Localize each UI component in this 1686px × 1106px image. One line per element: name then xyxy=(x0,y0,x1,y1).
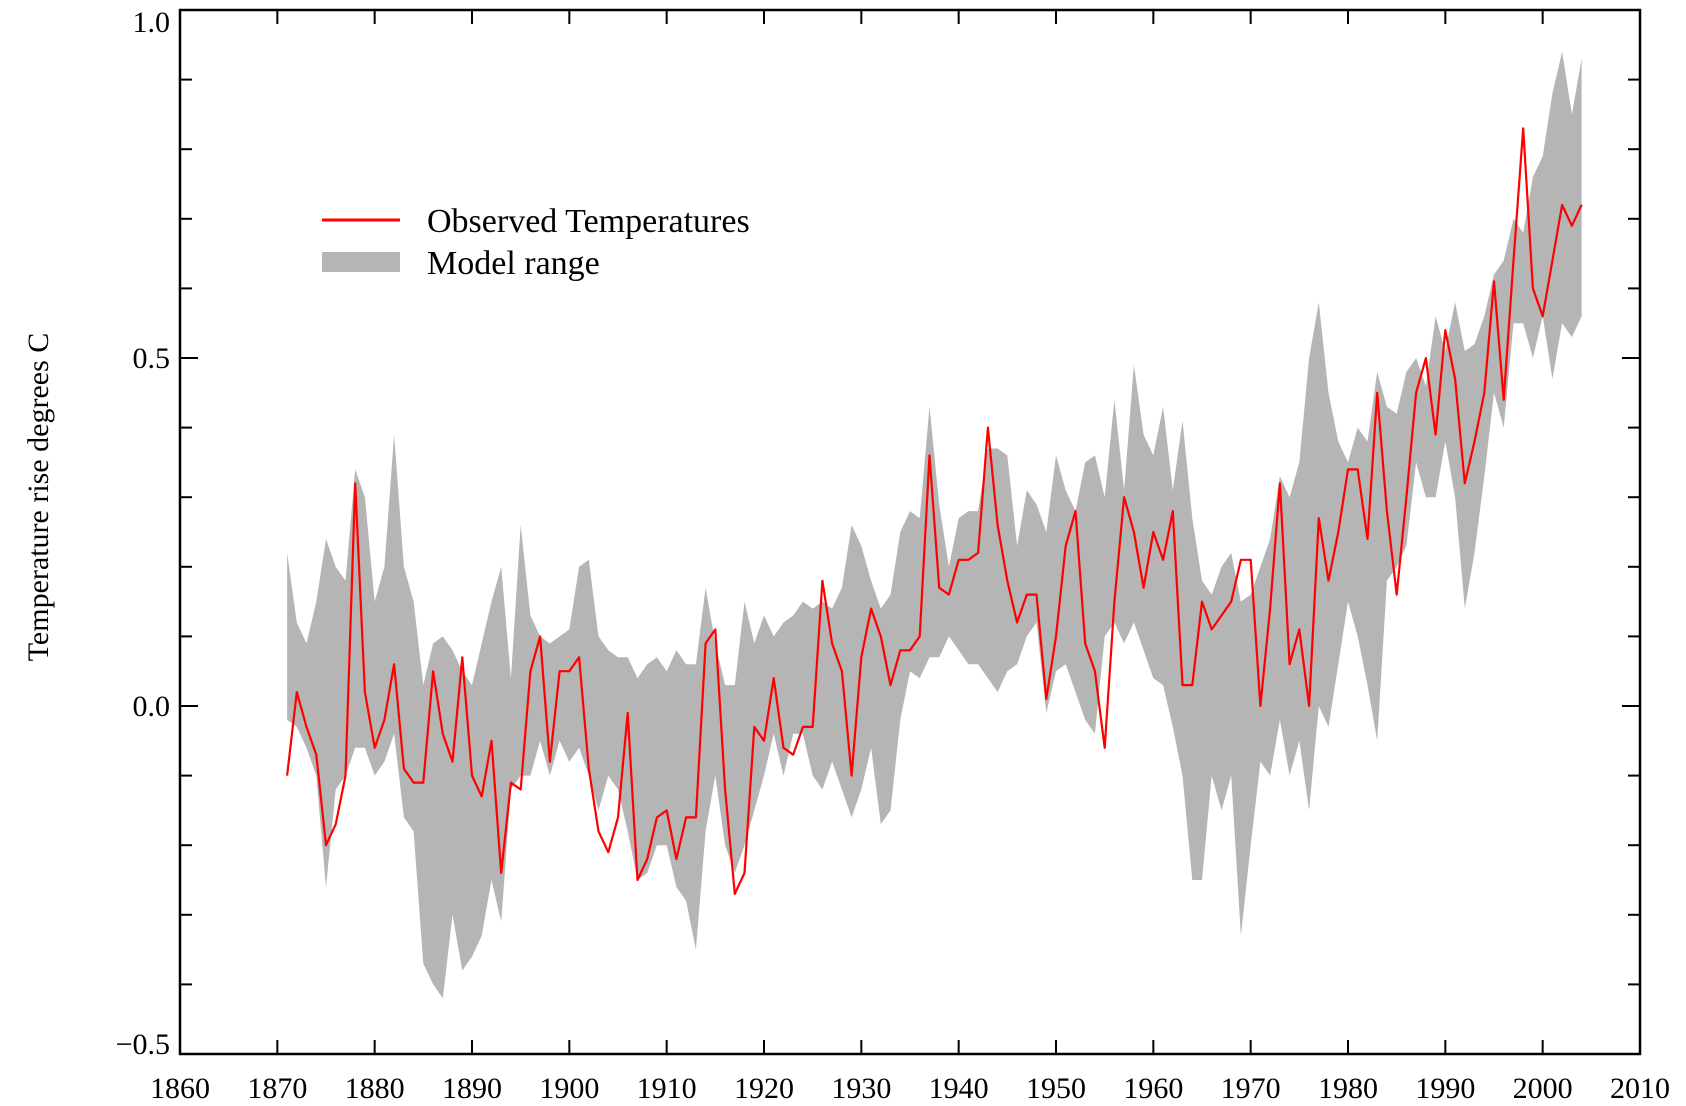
x-tick-label: 1860 xyxy=(150,1072,210,1105)
y-axis-tick-labels: −0.5 0.0 0.5 1.0 xyxy=(116,6,170,1061)
legend-swatch-model xyxy=(322,252,400,272)
legend-label-model: Model range xyxy=(427,245,600,282)
y-tick-label: 1.0 xyxy=(133,6,171,39)
x-tick-label: 1870 xyxy=(247,1072,307,1105)
x-tick-label: 1990 xyxy=(1415,1072,1475,1105)
legend-label-observed: Observed Temperatures xyxy=(427,203,750,240)
y-tick-label: 0.0 xyxy=(133,690,171,723)
x-tick-label: 1880 xyxy=(345,1072,405,1105)
x-tick-label: 1930 xyxy=(831,1072,891,1105)
x-axis-tick-labels: 1860 1870 1880 1890 1900 1910 1920 1930 1940 1950… xyxy=(150,1072,1670,1105)
x-tick-label: 2010 xyxy=(1610,1072,1670,1105)
x-tick-label: 1940 xyxy=(929,1072,989,1105)
x-tick-label: 1900 xyxy=(539,1072,599,1105)
legend: Observed Temperatures Model range xyxy=(322,203,750,282)
y-axis-label: Temperature rise degrees C xyxy=(22,333,55,662)
x-tick-label: 2000 xyxy=(1513,1072,1573,1105)
y-tick-label: 0.5 xyxy=(133,342,171,375)
x-tick-label: 1960 xyxy=(1123,1072,1183,1105)
x-tick-label: 1980 xyxy=(1318,1072,1378,1105)
x-tick-label: 1950 xyxy=(1026,1072,1086,1105)
x-tick-label: 1910 xyxy=(637,1072,697,1105)
x-tick-label: 1890 xyxy=(442,1072,502,1105)
y-tick-label: −0.5 xyxy=(116,1028,170,1061)
x-tick-label: 1970 xyxy=(1221,1072,1281,1105)
x-tick-label: 1920 xyxy=(734,1072,794,1105)
